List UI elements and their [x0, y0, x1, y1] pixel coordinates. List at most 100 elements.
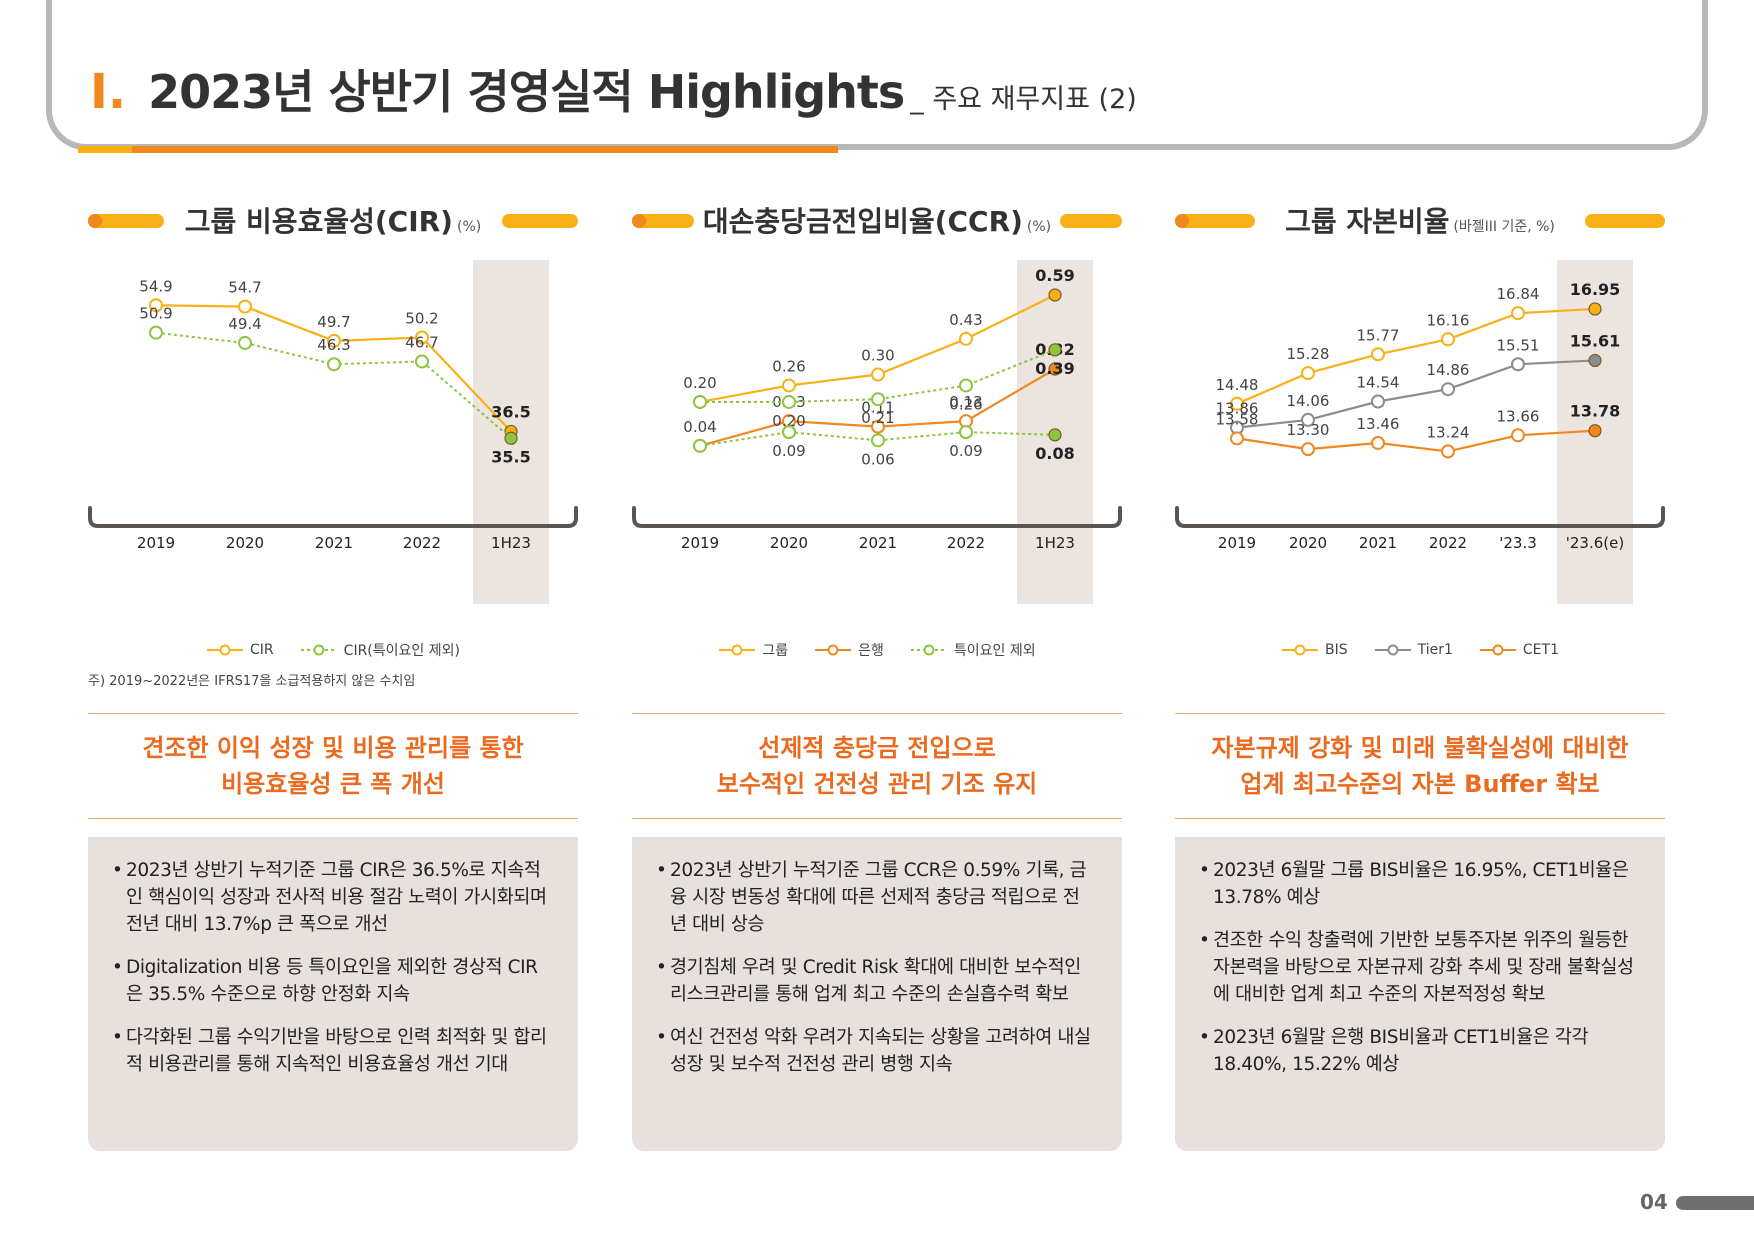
data-point: [1048, 428, 1062, 442]
x-tick-label: 2022: [947, 534, 985, 552]
headline-line-2: 업계 최고수준의 자본 Buffer 확보: [1240, 770, 1600, 798]
x-tick-label: 2019: [137, 534, 175, 552]
data-label: 49.7: [317, 313, 350, 331]
chart-unit: (%): [1026, 219, 1052, 235]
section-numeral: I.: [90, 64, 127, 120]
data-point: [959, 331, 973, 346]
bullet-item: 경기침체 우려 및 Credit Risk 확대에 대비한 보수적인 리스크관리…: [656, 954, 1096, 1008]
chart-legend: BIS Tier1 CET1: [1175, 638, 1665, 662]
legend-label: CIR(특이요인 제외): [343, 643, 460, 659]
legend-label: CIR: [250, 642, 274, 658]
legend-item: BIS: [1281, 638, 1348, 662]
data-label: 13.58: [1216, 410, 1259, 428]
header-pill-right: [1060, 214, 1122, 228]
legend-label: 은행: [858, 643, 884, 659]
section-capital: 그룹 자본비율 (바젤III 기준, %) 2019 2020 2021 2022 '23…: [1175, 200, 1665, 1160]
data-label: 13.66: [1497, 407, 1540, 425]
chart-title: 대손충당금전입비율(CCR): [702, 205, 1023, 238]
data-label: 46.3: [317, 336, 350, 354]
data-point: [149, 325, 163, 340]
data-point: [1511, 428, 1525, 443]
data-label: 54.9: [139, 277, 172, 295]
legend-swatch: [1281, 644, 1318, 656]
bullet-box: 2023년 상반기 누적기준 그룹 CIR은 36.5%로 지속적인 핵심이익 …: [88, 837, 578, 1151]
headline-line-2: 비용효율성 큰 폭 개선: [221, 770, 445, 798]
title-main: 2023년 상반기 경영실적 Highlights: [148, 65, 905, 119]
data-point: [1441, 382, 1455, 397]
data-point: [693, 438, 707, 453]
chart-unit: (바젤III 기준, %): [1453, 219, 1555, 235]
legend-swatch: [207, 644, 244, 656]
legend-item: 은행: [814, 638, 884, 662]
data-point: [782, 394, 796, 409]
title-sub: _ 주요 재무지표 (2): [910, 84, 1137, 115]
series-line: [1236, 429, 1596, 453]
data-point: [693, 394, 707, 409]
headline-line-2: 보수적인 건전성 관리 기조 유지: [716, 770, 1038, 798]
data-point: [1441, 444, 1455, 459]
x-tick-label: '23.3: [1499, 534, 1537, 552]
section-cir: 그룹 비용효율성(CIR) (%) 2019 2020 2021 2022 1H23 54.…: [88, 200, 578, 1160]
data-point: [1511, 357, 1525, 372]
data-point: [504, 431, 518, 445]
data-label: 54.7: [228, 279, 261, 297]
data-point: [871, 392, 885, 407]
x-tick-label: 2020: [226, 534, 264, 552]
page-number-bar: [1676, 1196, 1754, 1210]
chart-footnote: 주) 2019~2022년은 IFRS17을 소급적용하지 않은 수치임: [88, 674, 416, 689]
headline-line-1: 견조한 이익 성장 및 비용 관리를 통한: [142, 734, 524, 762]
x-tick-label: 2020: [1289, 534, 1327, 552]
data-label: 46.7: [405, 333, 438, 351]
data-label: 50.2: [405, 309, 438, 327]
data-label: 36.5: [491, 402, 530, 421]
series-line: [1236, 307, 1596, 405]
x-tick-label: 2019: [681, 534, 719, 552]
bullet-item: 2023년 상반기 누적기준 그룹 CCR은 0.59% 기록, 금융 시장 변…: [656, 857, 1096, 938]
data-point: [1588, 302, 1602, 316]
data-label: 0.21: [861, 409, 894, 427]
legend-label: 그룹: [762, 643, 789, 659]
chart-legend: 그룹 은행 특이요인 제외: [632, 638, 1122, 662]
data-label: 0.26: [772, 357, 805, 375]
data-point: [1301, 366, 1315, 381]
data-point: [1048, 343, 1062, 357]
bullet-item: 2023년 6월말 은행 BIS비율과 CET1비율은 각각 18.40%, 1…: [1199, 1024, 1639, 1078]
data-point: [871, 433, 885, 448]
chart-title: 그룹 비용효율성(CIR): [184, 205, 453, 238]
legend-swatch: [910, 644, 947, 656]
data-label: 0.06: [861, 450, 894, 468]
x-tick-label: 2021: [315, 534, 353, 552]
x-tick-label: 2021: [859, 534, 897, 552]
x-tick-label: 1H23: [1035, 534, 1075, 552]
data-point: [1511, 306, 1525, 321]
data-label: 16.84: [1497, 285, 1540, 303]
data-point: [959, 378, 973, 393]
section-header: 대손충당금전입비율(CCR) (%): [632, 200, 1122, 246]
legend-item: CIR(특이요인 제외): [300, 638, 460, 662]
data-point: [415, 330, 429, 345]
header-pill-right: [502, 214, 578, 228]
legend-swatch: [719, 644, 756, 656]
data-point: [238, 335, 252, 350]
legend-label: BIS: [1324, 642, 1348, 658]
data-point: [238, 299, 252, 314]
x-tick-label: 1H23: [491, 534, 531, 552]
data-label: 35.5: [491, 447, 530, 466]
data-point: [1301, 412, 1315, 427]
bullet-item: Digitalization 비용 등 특이요인을 제외한 경상적 CIR은 3…: [112, 954, 552, 1008]
legend-label: CET1: [1522, 642, 1559, 658]
series-line: [699, 431, 1056, 447]
header-pill-right: [1585, 214, 1665, 228]
data-point: [959, 425, 973, 440]
data-point: [782, 425, 796, 440]
x-tick-label: 2019: [1218, 534, 1256, 552]
section-header: 그룹 자본비율 (바젤III 기준, %): [1175, 200, 1665, 246]
data-point: [871, 367, 885, 382]
data-label: 14.54: [1357, 374, 1400, 392]
chart-unit: (%): [456, 219, 482, 235]
x-tick-label: 2022: [1429, 534, 1467, 552]
data-label: 13.46: [1357, 415, 1400, 433]
headline-line-1: 선제적 충당금 전입으로: [758, 734, 996, 762]
chart-title: 그룹 자본비율: [1285, 205, 1450, 238]
x-axis: [1175, 506, 1665, 528]
